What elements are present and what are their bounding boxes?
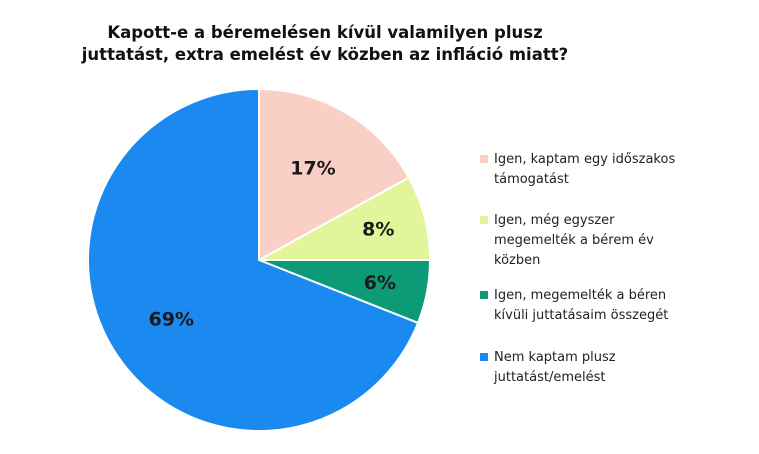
legend-item-2: Igen, még egyszer megemelték a bérem év …	[480, 211, 750, 271]
legend-label-1-line-2: támogatást	[494, 172, 569, 187]
chart-title-line-1: Kapott-e a béremelésen kívül valamilyen …	[107, 23, 543, 42]
legend-label-2-line-3: közben	[494, 253, 541, 268]
legend-swatch-2	[480, 216, 488, 224]
legend-label-3: Igen, megemelték a béren kívüli juttatás…	[494, 286, 724, 326]
legend-item-4: Nem kaptam plusz juttatást/emelést	[480, 348, 750, 388]
legend-swatch-1	[480, 155, 488, 163]
legend-label-1-line-1: Igen, kaptam egy időszakos	[494, 152, 676, 167]
legend-label-3-line-2: kívüli juttatásaim összegét	[494, 308, 669, 323]
legend-label-4-line-1: Nem kaptam plusz	[494, 350, 616, 365]
pie-label-3: 6%	[364, 272, 396, 294]
legend-label-4-line-2: juttatást/emelést	[494, 370, 606, 385]
pie-label-2: 8%	[362, 218, 394, 240]
pie-label-4: 69%	[149, 309, 194, 331]
legend-label-3-line-1: Igen, megemelték a béren	[494, 288, 667, 303]
pie-slices	[87, 87, 432, 432]
legend-item-3: Igen, megemelték a béren kívüli juttatás…	[480, 286, 750, 326]
legend-swatch-4	[480, 353, 488, 361]
legend-item-1: Igen, kaptam egy időszakos támogatást	[480, 150, 750, 190]
pie-labels: 17% 8% 6% 69%	[149, 158, 397, 331]
legend-label-4: Nem kaptam plusz juttatást/emelést	[494, 348, 724, 388]
pie-label-1: 17%	[290, 158, 335, 180]
legend-swatch-3	[480, 291, 488, 299]
legend-label-2-line-2: megemelték a bérem év	[494, 233, 654, 248]
legend-label-2-line-1: Igen, még egyszer	[494, 213, 615, 228]
pie-slice-1	[258, 87, 411, 262]
pie-slice-4	[87, 87, 420, 432]
legend-label-1: Igen, kaptam egy időszakos támogatást	[494, 150, 724, 190]
chart-title-line-2: juttatást, extra emelést év közben az in…	[81, 45, 569, 64]
chart-title: Kapott-e a béremelésen kívül valamilyen …	[60, 22, 590, 66]
legend-label-2: Igen, még egyszer megemelték a bérem év …	[494, 211, 724, 271]
